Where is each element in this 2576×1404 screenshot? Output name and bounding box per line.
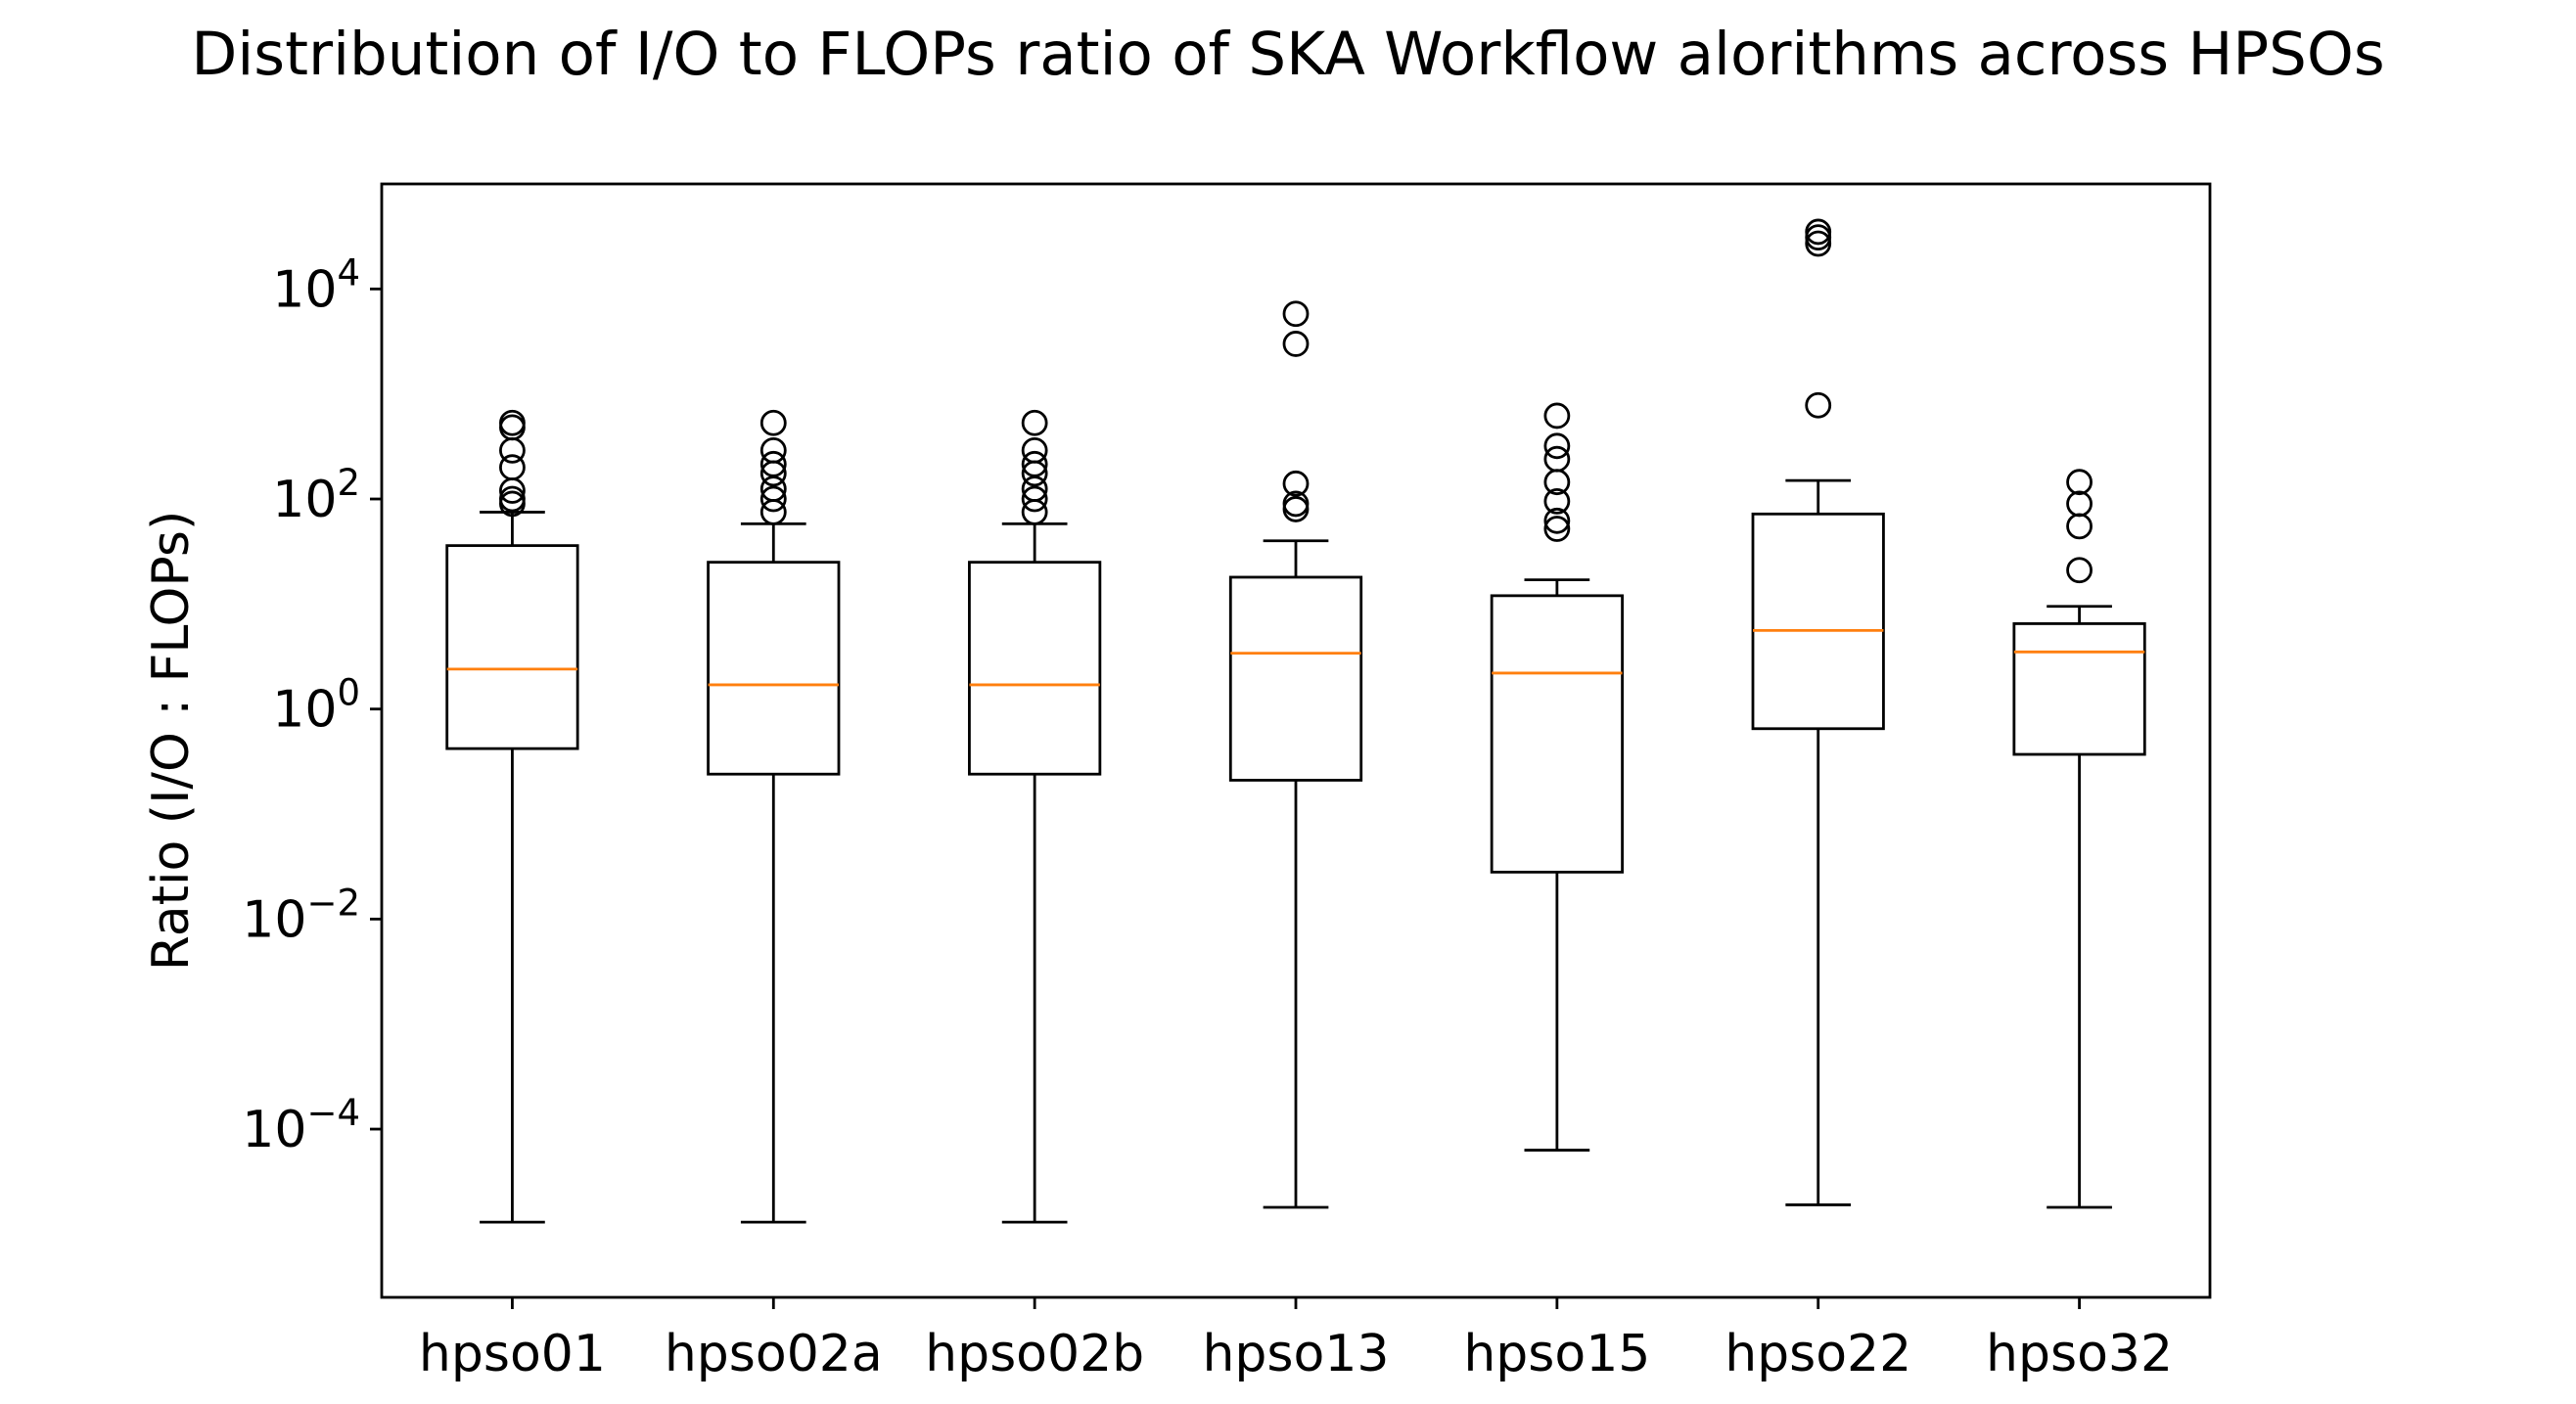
outlier-point: [1021, 485, 1048, 513]
outlier-point: [1021, 436, 1048, 464]
outlier-point: [1021, 450, 1048, 477]
x-tick-label: hpso02b: [925, 1325, 1144, 1383]
outlier-point: [759, 409, 787, 436]
outlier-point: [759, 485, 787, 513]
outlier-point: [2066, 490, 2093, 518]
y-tick-label: 10−4: [242, 1092, 360, 1159]
outlier-point: [2066, 557, 2093, 584]
box-hpso01: [445, 409, 579, 1224]
box-hpso13: [1228, 300, 1363, 1209]
y-tick-label: 104: [272, 251, 360, 319]
x-tick-label: hpso22: [1725, 1325, 1911, 1383]
box-iqr: [707, 561, 841, 776]
x-tick-label: hpso13: [1202, 1325, 1389, 1383]
outlier-point: [1805, 218, 1832, 246]
chart-title: Distribution of I/O to FLOPs ratio of SK…: [191, 20, 2384, 89]
box-iqr: [1490, 594, 1624, 874]
box-iqr: [968, 561, 1102, 776]
outlier-point: [1805, 230, 1832, 257]
outlier-point: [1543, 432, 1571, 460]
outlier-point: [1543, 402, 1571, 430]
outlier-point: [499, 436, 526, 464]
outlier-point: [1282, 300, 1310, 328]
outlier-point: [2066, 513, 2093, 540]
y-tick-label: 102: [272, 462, 360, 529]
outlier-point: [499, 485, 526, 513]
outlier-point: [1805, 391, 1832, 419]
outlier-point: [499, 454, 526, 481]
box-hpso15: [1490, 402, 1624, 1152]
box-iqr: [445, 544, 579, 750]
y-axis: 10−4 10−2 100 102 104: [242, 251, 382, 1159]
box-iqr: [1751, 512, 1885, 731]
y-tick-label: 10−2: [242, 882, 360, 949]
box-hpso32: [2012, 469, 2146, 1209]
outlier-point: [759, 499, 787, 525]
outlier-point: [499, 409, 526, 436]
outlier-point: [759, 436, 787, 464]
y-axis-label: Ratio (I/O : FLOPs): [142, 511, 201, 971]
outlier-point: [1282, 490, 1310, 518]
outlier-point: [1543, 445, 1571, 473]
outlier-point: [1021, 409, 1048, 436]
x-tick-label: hpso32: [1986, 1325, 2173, 1383]
outlier-point: [1282, 496, 1310, 522]
box-iqr: [1228, 575, 1363, 782]
outlier-point: [1282, 470, 1310, 497]
outlier-point: [2066, 469, 2093, 496]
x-tick-label: hpso15: [1463, 1325, 1650, 1383]
y-tick-label: 100: [272, 672, 360, 740]
outlier-point: [1282, 331, 1310, 357]
x-axis: hpso01 hpso02a hpso02b hpso13 hpso15 hpso22 hp…: [419, 1297, 2173, 1383]
box-iqr: [2012, 622, 2146, 756]
x-tick-label: hpso01: [419, 1325, 606, 1383]
outlier-point: [1543, 516, 1571, 542]
plot-area: [380, 182, 2212, 1299]
outlier-point: [759, 450, 787, 477]
x-tick-label: hpso02a: [665, 1325, 883, 1383]
outlier-point: [1805, 224, 1832, 250]
box-hpso02a: [707, 409, 841, 1224]
outlier-point: [1021, 499, 1048, 525]
box-hpso22: [1751, 218, 1885, 1206]
outlier-point: [1543, 488, 1571, 515]
box-hpso02b: [968, 409, 1102, 1224]
outlier-point: [1543, 507, 1571, 534]
